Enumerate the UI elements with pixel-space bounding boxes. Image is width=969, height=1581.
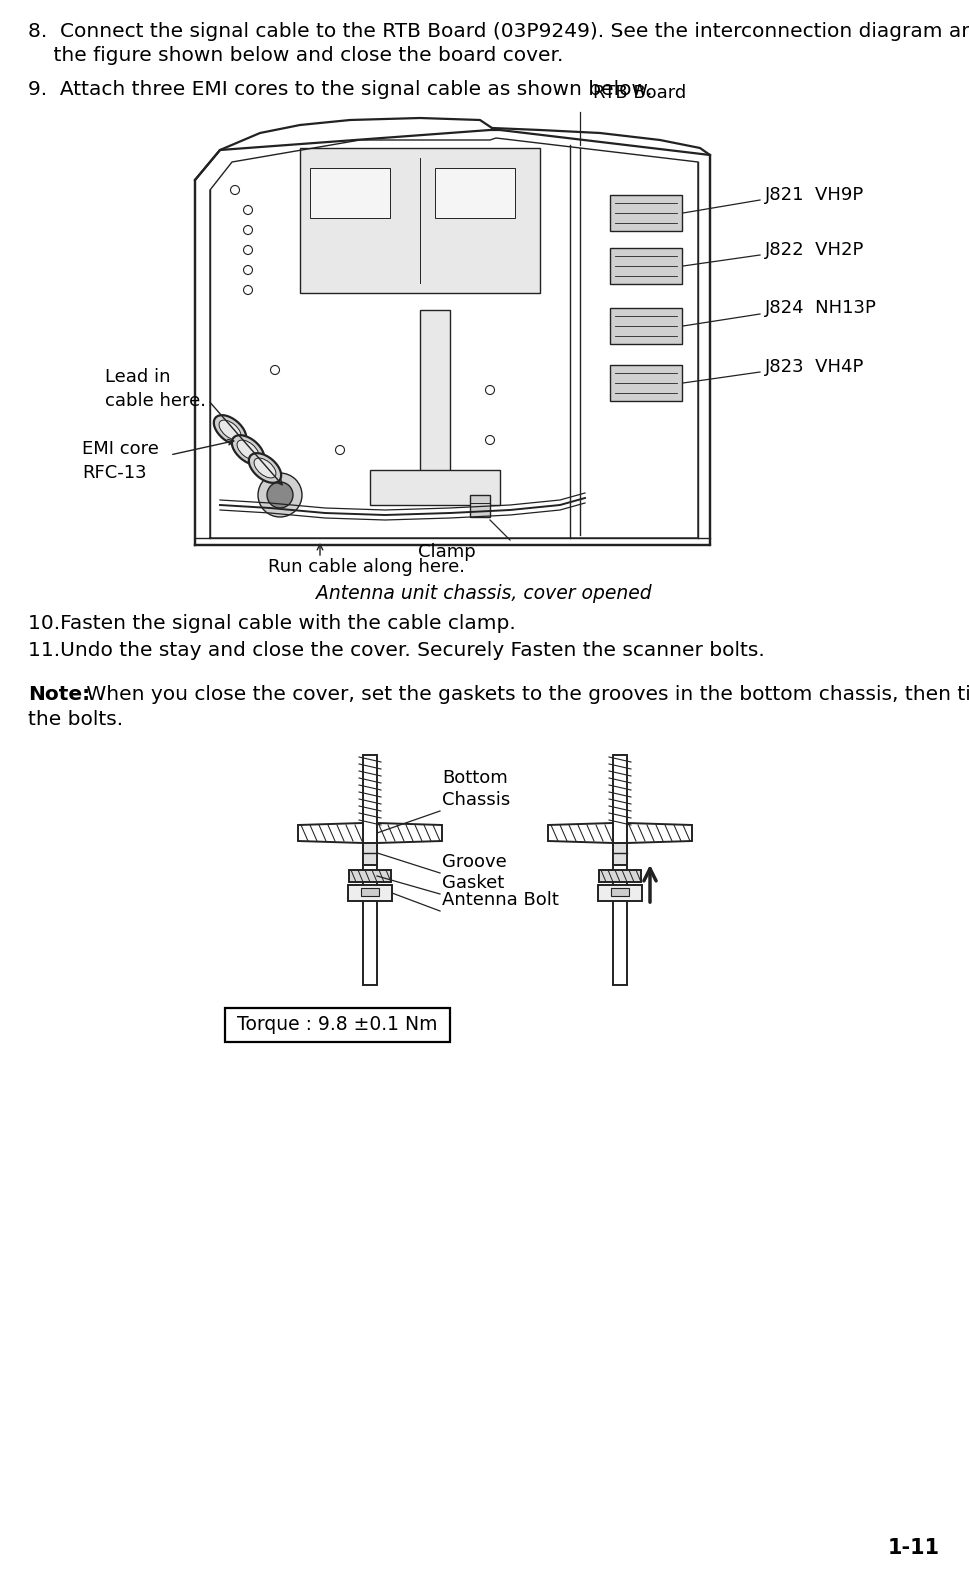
Polygon shape	[377, 824, 442, 843]
Bar	[613, 843, 627, 865]
Bar	[363, 843, 377, 865]
Ellipse shape	[254, 458, 276, 477]
Polygon shape	[548, 824, 613, 843]
Text: 11.Undo the stay and close the cover. Securely Fasten the scanner bolts.: 11.Undo the stay and close the cover. Se…	[28, 640, 765, 659]
Bar	[470, 495, 490, 517]
Text: Torque : 9.8 ±0.1 Nm: Torque : 9.8 ±0.1 Nm	[237, 1015, 438, 1034]
Ellipse shape	[232, 435, 265, 465]
Text: the figure shown below and close the board cover.: the figure shown below and close the boa…	[28, 46, 563, 65]
Text: Lead in
cable here.: Lead in cable here.	[105, 368, 206, 409]
Bar	[300, 149, 540, 292]
Text: Run cable along here.: Run cable along here.	[268, 558, 465, 575]
Bar	[370, 470, 500, 504]
Text: RTB Board: RTB Board	[593, 84, 686, 103]
Ellipse shape	[219, 421, 241, 440]
Ellipse shape	[249, 454, 281, 482]
Polygon shape	[298, 824, 363, 843]
Text: J821  VH9P: J821 VH9P	[765, 187, 864, 204]
Ellipse shape	[214, 416, 246, 444]
Bar	[420, 310, 450, 490]
Text: Antenna unit chassis, cover opened: Antenna unit chassis, cover opened	[316, 583, 652, 602]
Bar	[435, 168, 515, 218]
Text: 9.  Attach three EMI cores to the signal cable as shown below.: 9. Attach three EMI cores to the signal …	[28, 81, 652, 100]
Text: When you close the cover, set the gaskets to the grooves in the bottom chassis, : When you close the cover, set the gasket…	[80, 685, 969, 704]
Circle shape	[267, 482, 293, 508]
Bar	[599, 870, 641, 882]
Text: the bolts.: the bolts.	[28, 710, 123, 729]
Bar	[610, 308, 682, 345]
Text: EMI core
RFC-13: EMI core RFC-13	[82, 440, 159, 482]
Bar	[610, 248, 682, 285]
Text: 8.  Connect the signal cable to the RTB Board (03P9249). See the interconnection: 8. Connect the signal cable to the RTB B…	[28, 22, 969, 41]
Text: 1-11: 1-11	[888, 1538, 940, 1557]
Text: J822  VH2P: J822 VH2P	[765, 240, 864, 259]
Bar	[363, 756, 377, 985]
Text: Groove: Groove	[442, 854, 507, 871]
Text: Antenna Bolt: Antenna Bolt	[442, 892, 559, 909]
Bar	[310, 168, 390, 218]
Bar	[610, 365, 682, 402]
Bar	[598, 885, 642, 901]
Text: Note:: Note:	[28, 685, 90, 704]
Text: Bottom
Chassis: Bottom Chassis	[442, 768, 511, 809]
Bar	[349, 870, 391, 882]
Bar	[225, 1009, 450, 1042]
Text: J823  VH4P: J823 VH4P	[765, 357, 864, 376]
Bar	[613, 756, 627, 985]
Bar	[348, 885, 392, 901]
Polygon shape	[627, 824, 692, 843]
Text: J824  NH13P: J824 NH13P	[765, 299, 877, 318]
Text: 10.Fasten the signal cable with the cable clamp.: 10.Fasten the signal cable with the cabl…	[28, 613, 516, 632]
Circle shape	[258, 473, 302, 517]
Bar	[611, 889, 629, 896]
Bar	[361, 889, 379, 896]
Bar	[610, 194, 682, 231]
Text: Clamp: Clamp	[418, 542, 476, 561]
Ellipse shape	[237, 440, 259, 460]
Text: Gasket: Gasket	[442, 874, 504, 892]
